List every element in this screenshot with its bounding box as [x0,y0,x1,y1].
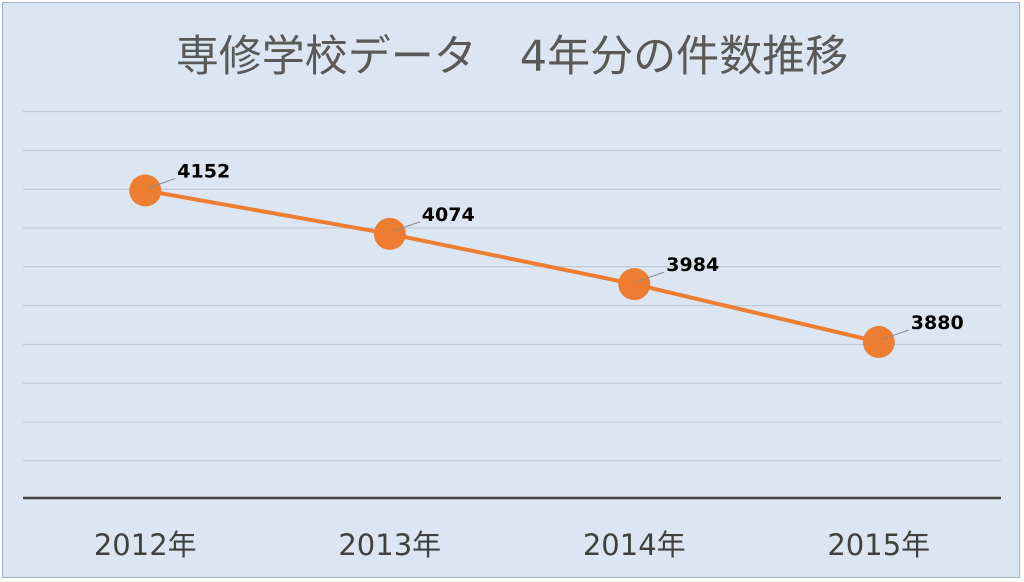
data-point-marker [618,268,651,301]
data-point-marker [862,326,895,358]
x-tick-label: 2012年 [94,528,197,562]
x-axis-ticks: 2012年 2013年 2014年 2015年 [94,528,930,562]
data-label: 4152 [177,161,230,183]
data-label-leader [638,271,665,282]
data-point-marker [373,217,406,250]
x-tick-label: 2014年 [583,528,686,562]
data-label-leader [393,221,420,232]
data-label-leader [882,329,909,340]
data-point-marker [129,174,162,207]
x-tick-label: 2013年 [338,528,441,562]
series-line [144,188,880,344]
data-label: 3984 [666,254,719,276]
data-label: 3880 [911,312,964,334]
data-label-leader [149,178,176,188]
data-labels: 4152 4074 3984 3880 [149,161,964,340]
series-layer [129,174,895,358]
gridlines [23,111,1001,462]
chart-title: 専修学校データ 4年分の件数推移 [176,32,848,82]
x-tick-label: 2015年 [827,528,930,562]
data-label: 4074 [422,204,475,226]
line-chart: 専修学校データ 4年分の件数推移 2012年 2013年 2014年 2015年 41… [23,32,1001,562]
